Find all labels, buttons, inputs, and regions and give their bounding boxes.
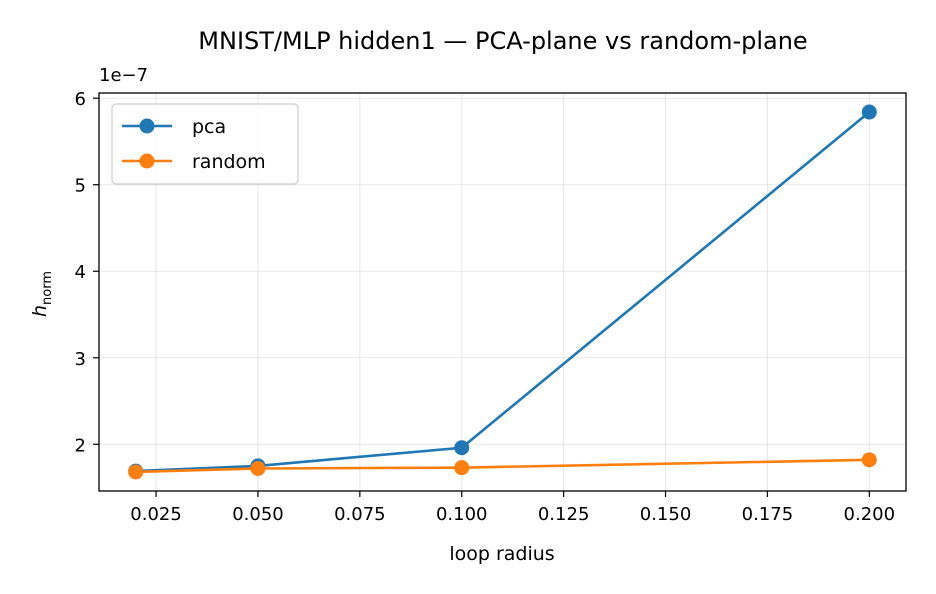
x-tick-label: 0.200 — [844, 504, 896, 525]
grid — [99, 93, 906, 491]
chart-title: MNIST/MLP hidden1 — PCA-plane vs random-… — [198, 27, 807, 55]
y-axis-label-sub: norm — [40, 271, 55, 305]
y-axis-label-main: h — [29, 305, 51, 317]
x-tick-label: 0.175 — [742, 504, 794, 525]
series-line-pca — [135, 111, 871, 473]
y-tick-label: 4 — [75, 262, 86, 283]
series-random — [128, 452, 877, 480]
y-offset-label: 1e−7 — [99, 65, 148, 86]
y-tick-label: 6 — [75, 89, 86, 110]
x-tick-label: 0.125 — [538, 504, 590, 525]
data-point-pca — [454, 440, 470, 456]
data-point-pca — [861, 104, 877, 120]
y-tick-label: 3 — [75, 349, 86, 370]
legend-entry-random: random — [122, 151, 266, 173]
data-point-random — [861, 452, 877, 468]
legend-marker-pca — [139, 118, 155, 134]
legend-marker-random — [139, 153, 155, 169]
x-tick-label: 0.025 — [130, 504, 182, 525]
y-tick-label: 2 — [75, 435, 86, 456]
legend-entry-pca: pca — [122, 116, 226, 138]
legend-label-pca: pca — [192, 116, 226, 138]
data-point-random — [454, 460, 470, 476]
legend-box — [111, 103, 299, 185]
legend: pca random — [111, 103, 299, 185]
axis-ticks: 0.025 0.050 0.075 0.100 0.125 0.150 0.175 0.200… — [75, 89, 896, 525]
data-point-random — [128, 464, 144, 480]
data-point-random — [250, 461, 266, 477]
x-tick-label: 0.150 — [640, 504, 692, 525]
svg-text:hnorm: hnorm — [29, 271, 55, 317]
series-layer — [128, 104, 877, 480]
y-tick-label: 5 — [75, 176, 86, 197]
x-tick-label: 0.100 — [436, 504, 488, 525]
series-line-random — [135, 458, 870, 474]
legend-label-random: random — [192, 151, 266, 173]
x-tick-label: 0.075 — [334, 504, 386, 525]
x-axis-label: loop radius — [449, 543, 554, 565]
plot-frame — [98, 92, 907, 492]
x-tick-label: 0.050 — [232, 504, 284, 525]
y-axis-label: hnorm — [29, 271, 55, 317]
